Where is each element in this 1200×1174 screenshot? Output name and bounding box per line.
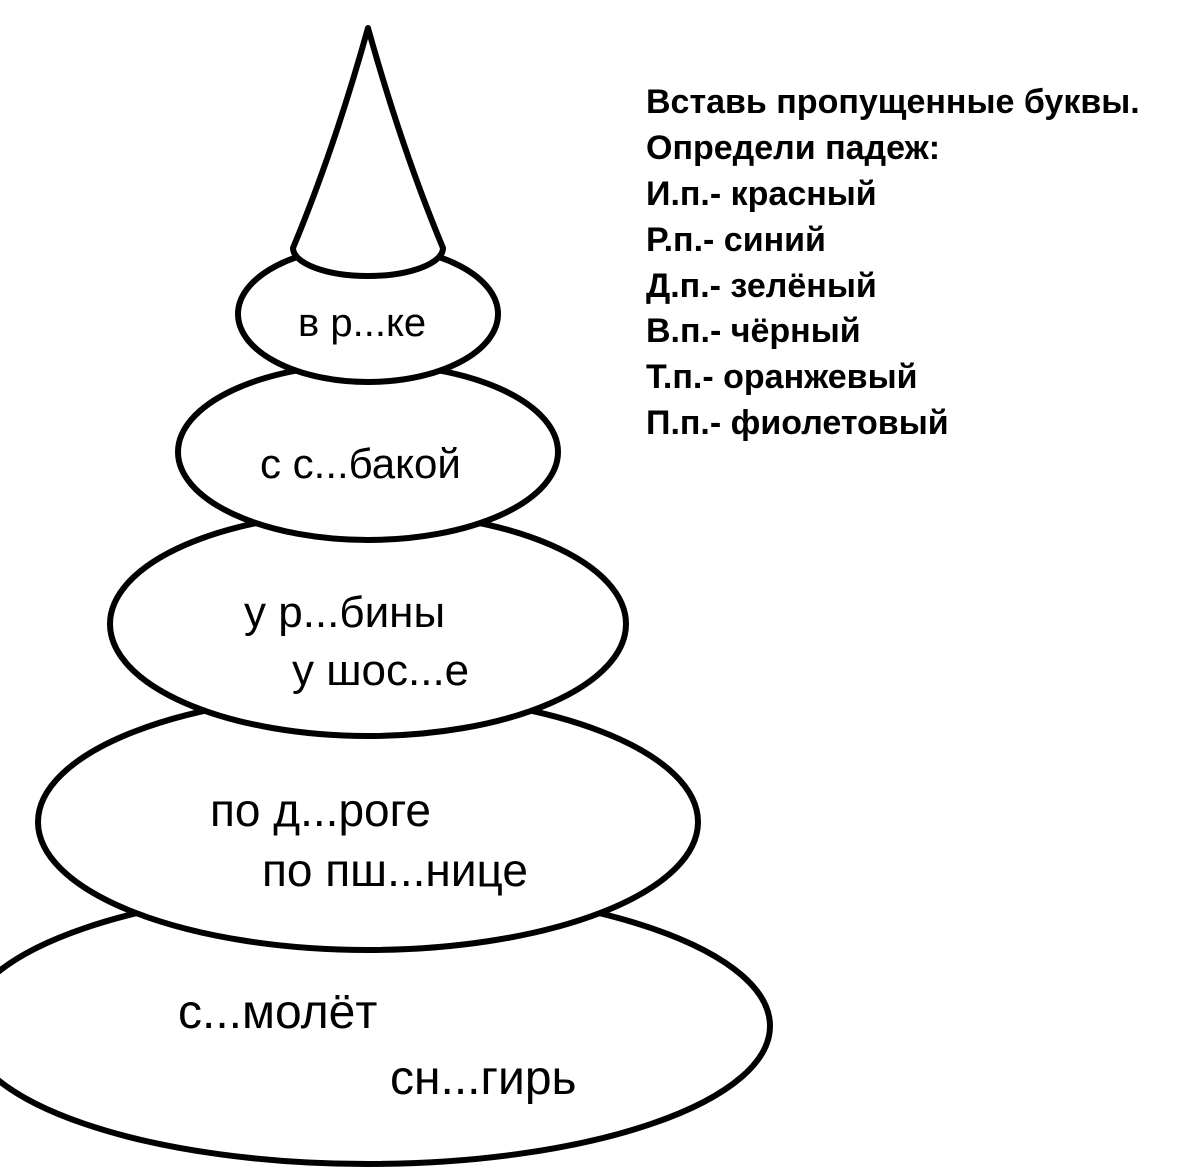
ring-2-label-1: с с...бакой	[260, 442, 461, 486]
ring-5-label-2: сн...гирь	[390, 1054, 577, 1104]
ring-3-label-2: у шос...е	[292, 648, 469, 694]
legend-line-8: П.п.- фиолетовый	[646, 401, 1140, 447]
ring-3-label-1: у р...бины	[244, 590, 445, 636]
ring-4-label-1: по д...роге	[210, 786, 431, 834]
ring-5-label-1: с...молёт	[178, 988, 377, 1038]
legend-line-7: Т.п.- оранжевый	[646, 355, 1140, 401]
legend-line-3: И.п.- красный	[646, 172, 1140, 218]
legend-line-4: Р.п.- синий	[646, 218, 1140, 264]
instructions-legend: Вставь пропущенные буквы.Определи падеж:…	[646, 80, 1140, 447]
legend-line-2: Определи падеж:	[646, 126, 1140, 172]
legend-line-1: Вставь пропущенные буквы.	[646, 80, 1140, 126]
worksheet-stage: в р...ке с с...бакой у р...бины у шос...е по…	[0, 0, 1200, 1174]
ring-4-label-2: по пш...нице	[262, 846, 528, 894]
legend-line-5: Д.п.- зелёный	[646, 264, 1140, 310]
legend-line-6: В.п.- чёрный	[646, 309, 1140, 355]
ring-1-label-1: в р...ке	[298, 302, 426, 344]
